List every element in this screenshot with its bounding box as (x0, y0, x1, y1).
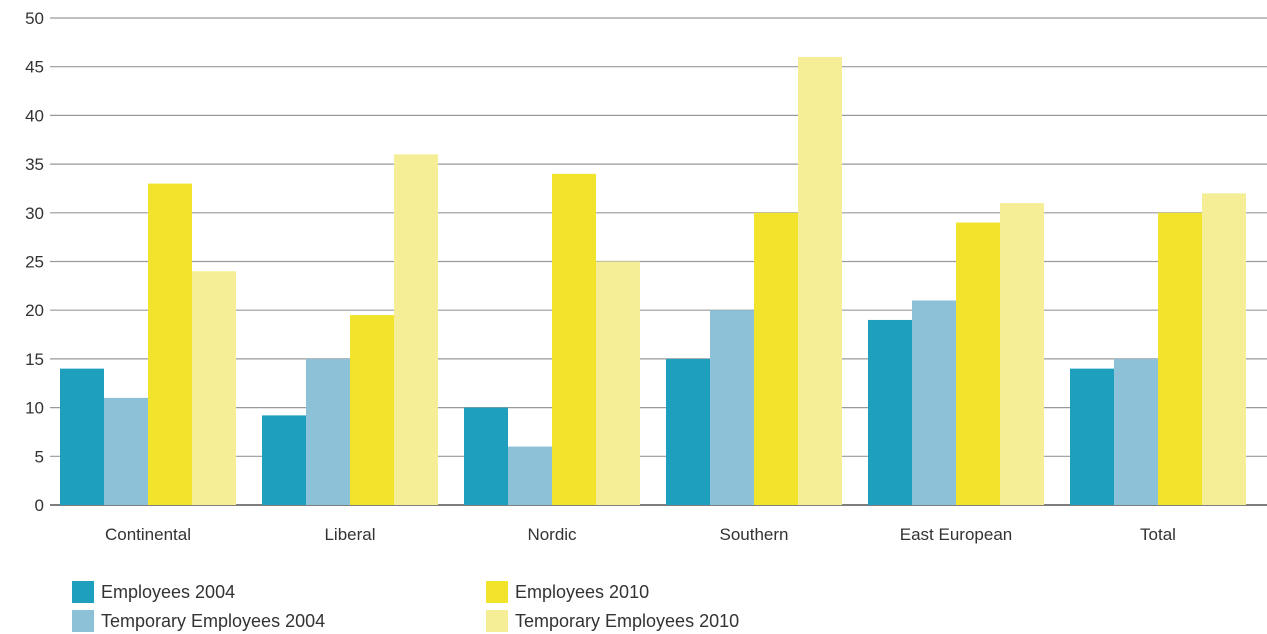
bar (956, 222, 1000, 506)
y-tick-label: 25 (25, 253, 44, 272)
x-tick-label: Continental (105, 525, 191, 544)
x-tick-label: Total (1140, 525, 1176, 544)
x-tick-label: Nordic (527, 525, 577, 544)
x-tick-label: Southern (720, 525, 789, 544)
bar (1158, 212, 1202, 506)
bar (394, 154, 438, 506)
bar (1114, 358, 1158, 505)
bar (596, 261, 640, 505)
bar (192, 271, 236, 505)
bar (464, 407, 508, 505)
y-tick-label: 30 (25, 204, 44, 223)
y-tick-label: 35 (25, 155, 44, 174)
y-tick-label: 0 (35, 496, 44, 515)
gridlines (50, 17, 1267, 506)
y-tick-label: 45 (25, 58, 44, 77)
bar (912, 300, 956, 505)
bar (868, 319, 912, 505)
bar (306, 358, 350, 505)
x-axis-labels: Continental Liberal Nordic Southern East Eur… (105, 525, 1176, 544)
bar (508, 446, 552, 505)
bar (754, 212, 798, 506)
y-tick-label: 40 (25, 106, 44, 125)
bar (350, 315, 394, 505)
bar (104, 397, 148, 505)
bar (60, 368, 104, 505)
bar (798, 56, 842, 506)
y-tick-label: 20 (25, 301, 44, 320)
bar (262, 415, 306, 505)
y-axis-ticks: 0 5 10 15 20 25 30 35 40 45 50 (25, 9, 44, 515)
bar (710, 310, 754, 505)
y-tick-label: 5 (35, 447, 44, 466)
bar (1000, 203, 1044, 505)
bar (552, 173, 596, 505)
y-tick-label: 50 (25, 9, 44, 28)
bar (1202, 193, 1246, 505)
y-tick-label: 10 (25, 399, 44, 418)
x-tick-label: Liberal (324, 525, 375, 544)
x-tick-label: East European (900, 525, 1012, 544)
bar (148, 183, 192, 505)
bar (666, 358, 710, 505)
bar (1070, 368, 1114, 505)
y-tick-label: 15 (25, 350, 44, 369)
bars (60, 56, 1246, 506)
